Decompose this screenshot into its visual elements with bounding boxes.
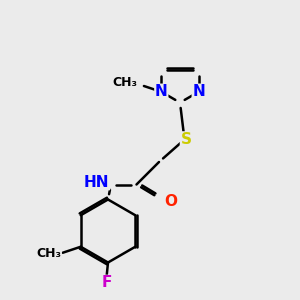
Text: S: S (181, 132, 191, 147)
Text: O: O (164, 194, 177, 209)
Text: F: F (101, 275, 112, 290)
Text: N: N (155, 84, 168, 99)
Text: CH₃: CH₃ (112, 76, 137, 89)
Text: N: N (192, 84, 205, 99)
Text: CH₃: CH₃ (36, 247, 61, 260)
Text: HN: HN (84, 175, 110, 190)
